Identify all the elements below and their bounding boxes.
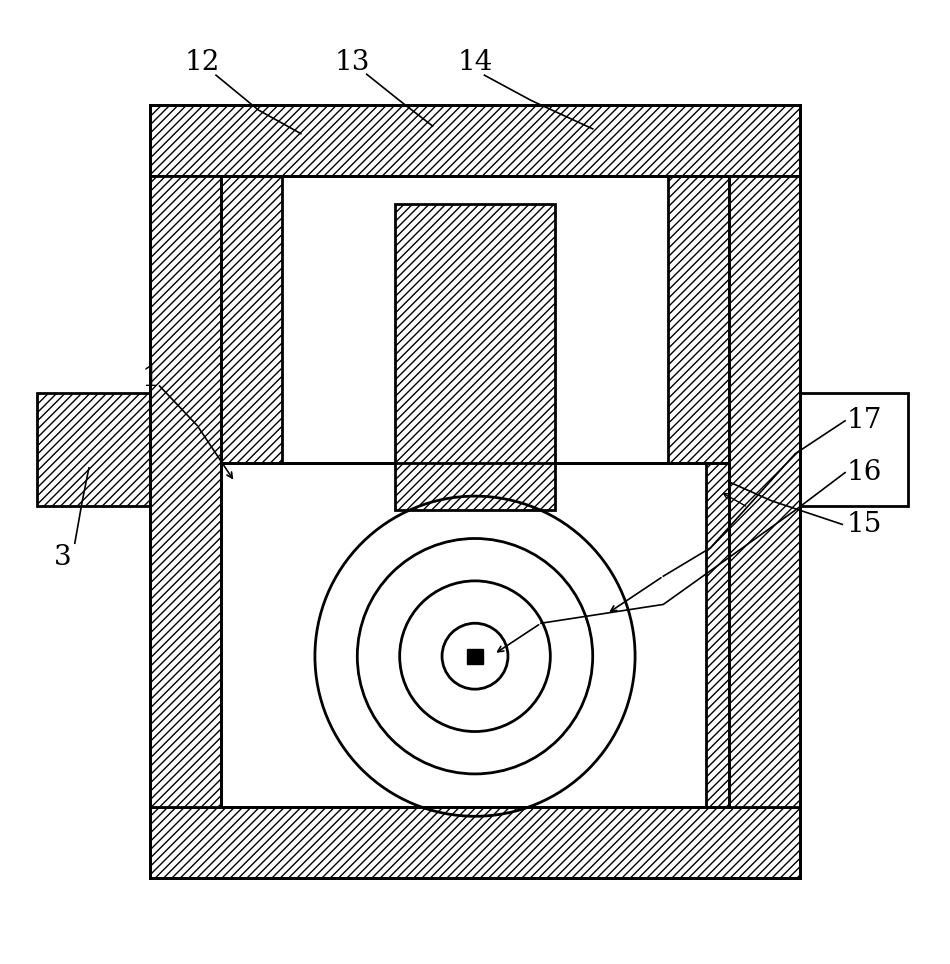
Bar: [395, 204, 555, 510]
Bar: [220, 176, 730, 807]
Text: 17: 17: [847, 408, 883, 435]
Bar: [282, 176, 668, 463]
Bar: [395, 204, 555, 510]
Bar: [467, 649, 483, 664]
Bar: [800, 392, 908, 505]
Text: 16: 16: [847, 459, 883, 486]
Text: 1: 1: [142, 365, 159, 392]
Bar: [150, 176, 220, 807]
Bar: [220, 463, 730, 807]
Text: 13: 13: [335, 49, 370, 76]
Text: 3: 3: [54, 544, 71, 571]
Bar: [37, 392, 150, 505]
Bar: [150, 105, 800, 176]
Text: 14: 14: [457, 49, 493, 76]
Text: 15: 15: [847, 511, 883, 538]
Bar: [730, 176, 800, 807]
Bar: [706, 463, 730, 807]
Bar: [220, 176, 730, 463]
Bar: [150, 807, 800, 877]
Bar: [37, 392, 150, 505]
Text: 12: 12: [184, 49, 219, 76]
Bar: [150, 105, 800, 877]
